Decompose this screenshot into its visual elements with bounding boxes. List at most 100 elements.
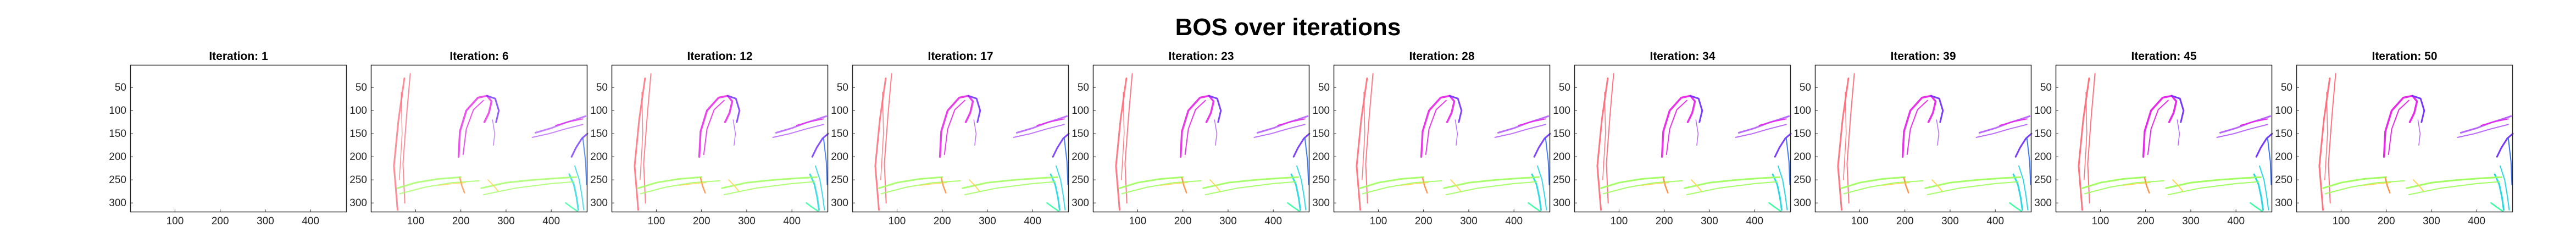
y-tick-label: 50 [115,82,126,93]
y-tick-label: 300 [590,197,608,209]
bos-edge-stroke [2500,165,2510,211]
y-tick-label: 250 [1312,174,1330,186]
bos-edge-stroke [1930,95,1944,123]
x-tick-label: 300 [497,216,515,227]
bos-edge-stroke [1304,137,1309,185]
subplot-iteration-34: Iteration: 34 50 100 150 200 250 300 100 200 300 4… [1553,49,1792,227]
y-tick-label: 100 [1312,105,1330,117]
bos-edge-stroke [1287,202,1301,212]
y-tick-label: 150 [349,128,367,140]
x-tick-label: 100 [166,216,184,227]
bos-edge-stroke [2170,95,2185,123]
y-tick-label: 150 [590,128,608,140]
bos-edge-stroke [1400,182,1429,186]
x-tick-label: 200 [1415,216,1433,227]
y-tick-label: 150 [2275,128,2292,140]
bos-edge-stroke [698,95,734,158]
y-tick-label: 150 [1794,128,1811,140]
bos-edge-stroke [1292,132,1311,158]
x-tick-label: 200 [934,216,951,227]
y-tick-label: 50 [837,82,848,93]
axes-frame [1092,64,1310,213]
bos-edge-stroke [582,137,587,185]
bos-edge-stroke [732,119,736,146]
bos-edge-stroke [962,176,1058,189]
image-area [1574,65,1791,212]
subplot-axes: 50 100 150 200 250 300 100 200 300 400 [2034,64,2273,227]
image-area [1334,65,1550,212]
y-tick-label: 200 [1553,151,1570,163]
subplot-title: Iteration: 39 [1890,50,1956,63]
bos-edge-stroke [1450,179,1462,192]
bos-edge-stroke [1903,177,1909,194]
bos-edge-stroke [2408,181,2500,196]
subplot-iteration-12: Iteration: 12 50 100 150 200 250 300 100 200 300 4… [590,49,829,227]
bos-edge-stroke [2081,176,2147,189]
bos-edge-stroke [462,100,484,155]
bos-edge-stroke [919,182,947,186]
y-tick-label: 300 [1072,197,1089,209]
bos-edge-stroke [2084,180,2164,195]
y-tick-label: 250 [1794,174,1811,186]
y-tick-label: 300 [1553,197,1570,209]
bos-edge-stroke [1443,176,1540,189]
bos-edge-stroke [1901,95,1937,158]
y-tick-label: 150 [831,128,848,140]
bos-edge-stroke [1056,165,1066,211]
bos-edge-stroke [2142,95,2178,158]
subplot-iteration-45: Iteration: 45 50 100 150 200 250 300 100 200 300 4… [2034,49,2273,227]
bos-edge-stroke [2496,132,2514,158]
axes-frame [2055,64,2273,213]
x-tick-label: 100 [648,216,665,227]
subplot-iteration-39: Iteration: 39 50 100 150 200 250 300 100 200 300 4… [1794,49,2033,227]
subplot-title: Iteration: 28 [1409,50,1475,63]
subplot-axes: 50 100 150 200 250 300 100 200 300 400 [590,64,829,227]
bos-edge-stroke [1774,132,1792,158]
bos-edge-stroke [2177,119,2180,146]
x-tick-label: 100 [1370,216,1387,227]
bos-edge-stroke [678,182,707,186]
bos-edge-stroke [486,95,500,123]
bos-edge-stroke [2318,77,2331,211]
y-tick-label: 150 [1072,128,1089,140]
subplot-title: Iteration: 1 [209,50,268,63]
bos-edge-stroke [1531,173,1542,211]
bos-edge-stroke [772,124,824,138]
bos-edge-stroke [1602,180,1683,195]
bos-edge-stroke [1121,91,1125,180]
axes-frame [852,64,1069,213]
bos-edge-stroke [1420,95,1456,158]
bos-edge-stroke [1785,137,1791,185]
x-tick-label: 300 [979,216,996,227]
bos-edge-stroke [2014,132,2033,158]
bos-edge-stroke [1686,181,1778,196]
bos-edge-stroke [1768,202,1782,212]
bos-edge-stroke [1115,77,1128,211]
bos-edge-stroke [2328,73,2336,204]
bos-edge-stroke [2009,202,2023,212]
x-tick-label: 100 [1851,216,1869,227]
bos-edge-stroke [1063,137,1069,185]
bos-edge-stroke [487,179,499,192]
bos-edge-stroke [2494,173,2505,211]
bos-edge-stroke [2084,91,2088,180]
y-tick-label: 50 [2281,82,2292,93]
image-area [852,65,1069,212]
bos-edge-stroke [1606,73,1614,204]
y-tick-label: 200 [2275,151,2292,163]
bos-edge-stroke [1518,118,1546,126]
x-tick-label: 100 [2092,216,2109,227]
bos-edge-stroke [459,177,465,194]
bos-edge-stroke [640,180,720,195]
bos-edge-stroke [1596,77,1609,211]
x-tick-label: 300 [1941,216,1959,227]
bos-edge-stroke [723,181,815,196]
y-tick-label: 300 [2275,197,2292,209]
bos-edge-stroke [964,181,1056,196]
bos-edge-stroke [1359,176,1425,189]
x-tick-label: 300 [1460,216,1478,227]
bos-edge-stroke [1202,176,1299,189]
x-tick-label: 200 [1174,216,1192,227]
y-tick-label: 200 [349,151,367,163]
bos-edge-stroke [703,100,725,155]
